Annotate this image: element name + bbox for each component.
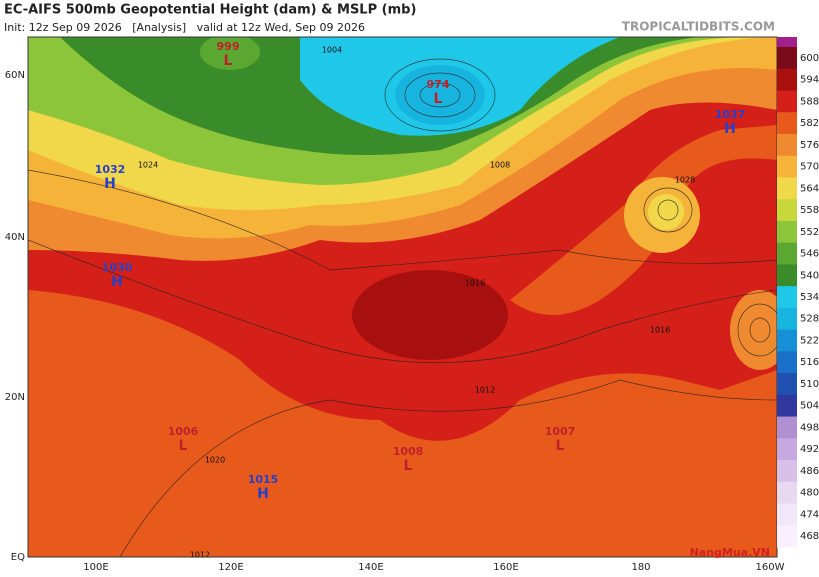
title: EC-AIFS 500mb Geopotential Height (dam) … bbox=[4, 3, 416, 18]
lon-label: 160E bbox=[493, 562, 518, 573]
lon-label: 160W bbox=[756, 562, 785, 573]
lat-label: 40N bbox=[5, 232, 25, 243]
pressure-value: 1030 bbox=[102, 261, 133, 274]
isobar-label: 1012 bbox=[190, 551, 210, 560]
pressure-value: 1032 bbox=[95, 163, 126, 176]
colorbar-label: 468 bbox=[800, 531, 819, 542]
colorbar-cell bbox=[777, 329, 797, 352]
colorbar-cell bbox=[777, 438, 797, 461]
pressure-letter: H bbox=[104, 176, 116, 192]
colorbar-label: 588 bbox=[800, 96, 819, 107]
colorbar-label: 486 bbox=[800, 466, 819, 477]
lat-label: 20N bbox=[5, 392, 25, 403]
isobar-label: 1016 bbox=[650, 326, 670, 335]
colorbar-label: 582 bbox=[800, 118, 819, 129]
colorbar-cell bbox=[777, 286, 797, 309]
isobar-label: 1012 bbox=[475, 386, 495, 395]
lat-label: EQ bbox=[11, 552, 25, 563]
colorbar-cell bbox=[777, 68, 797, 91]
colorbar-label: 540 bbox=[800, 270, 819, 281]
colorbar-cell bbox=[777, 460, 797, 483]
colorbar-label: 516 bbox=[800, 357, 819, 368]
colorbar-label: 480 bbox=[800, 488, 819, 499]
colorbar-cell bbox=[777, 47, 797, 70]
colorbar-top bbox=[777, 37, 797, 47]
colorbar-label: 558 bbox=[800, 205, 819, 216]
colorbar-cell bbox=[777, 133, 797, 157]
colorbar-label: 510 bbox=[800, 379, 819, 390]
colorbar-cell bbox=[777, 351, 797, 374]
colorbar-label: 534 bbox=[800, 292, 819, 303]
subtitle: Init: 12z Sep 09 2026 [Analysis] valid a… bbox=[4, 21, 365, 34]
lon-label: 120E bbox=[218, 562, 243, 573]
pressure-letter: L bbox=[556, 438, 565, 454]
colorbar-cell bbox=[777, 307, 797, 331]
colorbar-label: 492 bbox=[800, 444, 819, 455]
pressure-letter: H bbox=[257, 486, 269, 502]
colorbar-label: 552 bbox=[800, 227, 819, 238]
colorbar-label: 498 bbox=[800, 422, 819, 433]
colorbar-cell bbox=[777, 503, 797, 526]
lon-label: 140E bbox=[358, 562, 383, 573]
pressure-value: 1006 bbox=[168, 425, 199, 438]
pressure-letter: L bbox=[434, 91, 443, 107]
colorbar-cell bbox=[777, 481, 797, 505]
colorbar-cell bbox=[777, 373, 797, 396]
pressure-value: 1037 bbox=[715, 108, 746, 121]
colorbar-cell bbox=[777, 90, 797, 113]
pressure-value: 999 bbox=[217, 40, 240, 53]
isobar-label: 1008 bbox=[490, 161, 510, 170]
colorbar-cell bbox=[777, 177, 797, 200]
pressure-value: 974 bbox=[427, 78, 450, 91]
colorbar-cell bbox=[777, 416, 797, 439]
isobar-label: 1016 bbox=[465, 279, 485, 288]
colorbar-label: 546 bbox=[800, 249, 819, 260]
isobar-label: 1004 bbox=[322, 46, 342, 55]
colorbar-cell bbox=[777, 155, 797, 178]
colorbar-cell bbox=[777, 199, 797, 222]
pressure-letter: H bbox=[724, 121, 736, 137]
isobar-label: 1024 bbox=[138, 161, 158, 170]
watermark: NangMua.VN bbox=[690, 546, 770, 559]
lon-label: 100E bbox=[83, 562, 108, 573]
pressure-letter: L bbox=[224, 53, 233, 69]
colorbar-cell bbox=[777, 220, 797, 244]
colorbar-label: 600 bbox=[800, 53, 819, 64]
colorbar-label: 474 bbox=[800, 509, 819, 520]
colorbar-label: 564 bbox=[800, 183, 819, 194]
pressure-letter: L bbox=[179, 438, 188, 454]
pressure-letter: L bbox=[404, 458, 413, 474]
colorbar-label: 594 bbox=[800, 75, 819, 86]
lat-label: 60N bbox=[5, 70, 25, 81]
lon-label: 180 bbox=[631, 562, 650, 573]
map-field bbox=[28, 37, 777, 557]
colorbar-cell bbox=[777, 264, 797, 287]
colorbar-label: 522 bbox=[800, 335, 819, 346]
pressure-letter: H bbox=[111, 274, 123, 290]
isobar-label: 1028 bbox=[675, 176, 695, 185]
isobar-label: 1020 bbox=[205, 456, 225, 465]
pressure-value: 1007 bbox=[545, 425, 576, 438]
colorbar-label: 570 bbox=[800, 162, 819, 173]
colorbar-label: 504 bbox=[800, 401, 819, 412]
colorbar-cell bbox=[777, 394, 797, 418]
colorbar-label: 576 bbox=[800, 140, 819, 151]
pressure-value: 1015 bbox=[248, 473, 279, 486]
brand: TROPICALTIDBITS.COM bbox=[622, 20, 775, 34]
colorbar-cell bbox=[777, 112, 797, 135]
pressure-value: 1008 bbox=[393, 445, 424, 458]
colorbar-cell bbox=[777, 525, 797, 548]
colorbar-cell bbox=[777, 242, 797, 265]
colorbar-label: 528 bbox=[800, 314, 819, 325]
